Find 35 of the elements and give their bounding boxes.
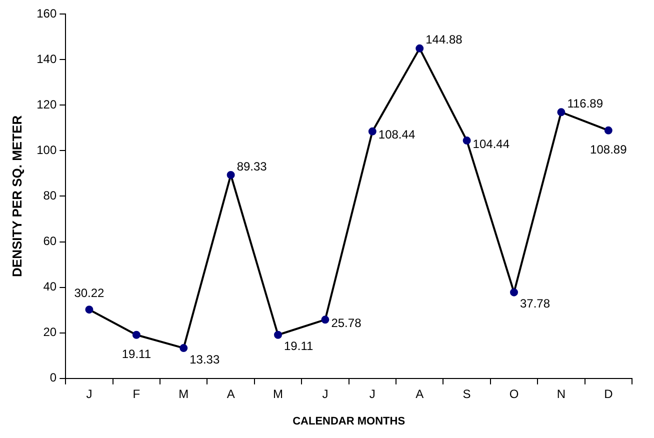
data-label: 116.89 — [567, 96, 604, 110]
data-label: 19.11 — [122, 347, 152, 362]
data-label: 108.89 — [590, 142, 628, 157]
x-tick-label: D — [604, 386, 614, 401]
y-tick-label: 140 — [36, 52, 57, 66]
x-tick-label: S — [462, 386, 471, 401]
x-tick-label: F — [132, 386, 140, 401]
y-axis-title: DENSITY PER SQ. METER — [9, 114, 24, 277]
data-label: 25.78 — [331, 316, 362, 330]
y-tick-label: 160 — [36, 6, 57, 20]
x-axis-title: CALENDAR MONTHS — [292, 415, 406, 428]
x-tick-label: J — [322, 386, 328, 401]
data-label: 37.78 — [520, 296, 550, 311]
data-label: 19.11 — [284, 339, 314, 354]
x-tick-label: A — [416, 386, 424, 401]
data-label: 144.88 — [426, 32, 463, 47]
y-tick-label: 20 — [43, 325, 57, 340]
x-tick-label: J — [86, 386, 92, 401]
data-label: 30.22 — [74, 286, 105, 300]
x-tick-label: N — [556, 386, 566, 401]
x-tick-label: M — [273, 386, 284, 401]
y-tick-label: 40 — [43, 280, 57, 294]
y-tick-label: 100 — [36, 142, 57, 157]
x-tick-label: A — [226, 386, 235, 401]
x-tick-label: J — [369, 386, 376, 401]
y-tick-label: 80 — [43, 188, 57, 203]
x-tick-label: O — [509, 386, 519, 401]
y-tick-label: 0 — [50, 370, 57, 385]
data-label: 104.44 — [472, 136, 510, 151]
data-label: 13.33 — [190, 352, 220, 366]
data-label: 108.44 — [378, 128, 416, 142]
y-tick-label: 120 — [36, 97, 57, 112]
data-label: 89.33 — [236, 159, 268, 174]
x-tick-label: M — [178, 386, 189, 401]
y-tick-label: 60 — [43, 234, 57, 248]
